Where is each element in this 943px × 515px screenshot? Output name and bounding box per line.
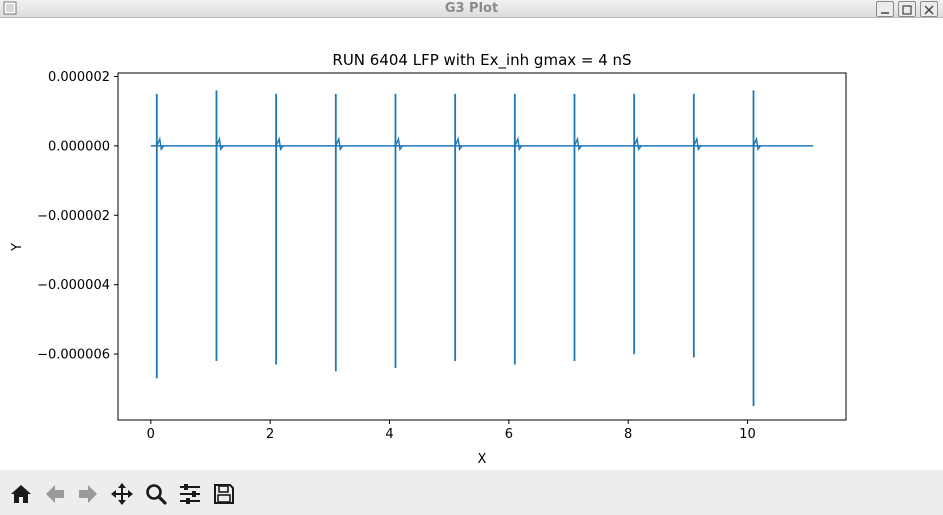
zoom-icon (146, 484, 167, 505)
chart-title: RUN 6404 LFP with Ex_inh gmax = 4 nS (332, 51, 631, 70)
spike-8-afterwave (573, 136, 583, 152)
spike-3-afterwave (275, 136, 284, 152)
spike-7-afterwave (514, 136, 523, 152)
x-tick-label: 8 (624, 427, 632, 442)
spike-5-afterwave (394, 136, 404, 152)
home-icon (11, 485, 31, 503)
spike-6-afterwave (454, 136, 463, 152)
x-tick-label: 6 (505, 427, 513, 442)
spike-11-afterwave (752, 136, 762, 152)
chart-svg: RUN 6404 LFP with Ex_inh gmax = 4 nS 0 2 4… (10, 51, 847, 467)
minimize-icon (881, 12, 889, 14)
save-button[interactable] (210, 480, 238, 508)
app-icon (3, 1, 17, 15)
close-icon (924, 5, 934, 15)
axes-frame (117, 72, 847, 421)
minimize-button[interactable] (876, 1, 894, 17)
spike-2-afterwave (215, 136, 225, 152)
x-tick-label: 10 (739, 427, 756, 442)
y-tick-label: −0.000004 (37, 278, 110, 293)
zoom-button[interactable] (142, 480, 170, 508)
pan-button[interactable] (108, 480, 136, 508)
spike-9-afterwave (633, 136, 642, 152)
plot-canvas[interactable]: RUN 6404 LFP with Ex_inh gmax = 4 nS 0 2 4… (0, 18, 943, 470)
window-titlebar: G3 Plot (0, 0, 943, 18)
y-tick-label: −0.000002 (37, 209, 110, 224)
x-tick-label: 2 (266, 427, 274, 442)
y-axis-label: Y (10, 243, 25, 252)
close-button[interactable] (920, 1, 938, 17)
spike-4-afterwave (335, 136, 344, 152)
configure-subplots-icon (180, 484, 200, 504)
x-axis-label: X (478, 452, 487, 467)
home-button[interactable] (7, 480, 35, 508)
forward-arrow-icon (79, 485, 97, 503)
y-tick-label: −0.000006 (37, 348, 110, 363)
spike-10-afterwave (693, 136, 702, 152)
save-icon (214, 484, 234, 504)
maximize-icon (902, 5, 912, 15)
y-tick-label: 0.000000 (48, 139, 110, 154)
forward-button[interactable] (74, 480, 102, 508)
spike-1-afterwave (156, 136, 165, 152)
back-arrow-icon (46, 485, 64, 503)
navigation-toolbar (0, 470, 943, 515)
x-tick-label: 4 (385, 427, 393, 442)
back-button[interactable] (41, 480, 69, 508)
y-tick-label: 0.000002 (48, 70, 110, 85)
x-tick-label: 0 (147, 427, 155, 442)
configure-subplots-button[interactable] (176, 480, 204, 508)
maximize-button[interactable] (898, 1, 916, 17)
pan-icon (111, 483, 133, 505)
window-title: G3 Plot (444, 1, 499, 16)
